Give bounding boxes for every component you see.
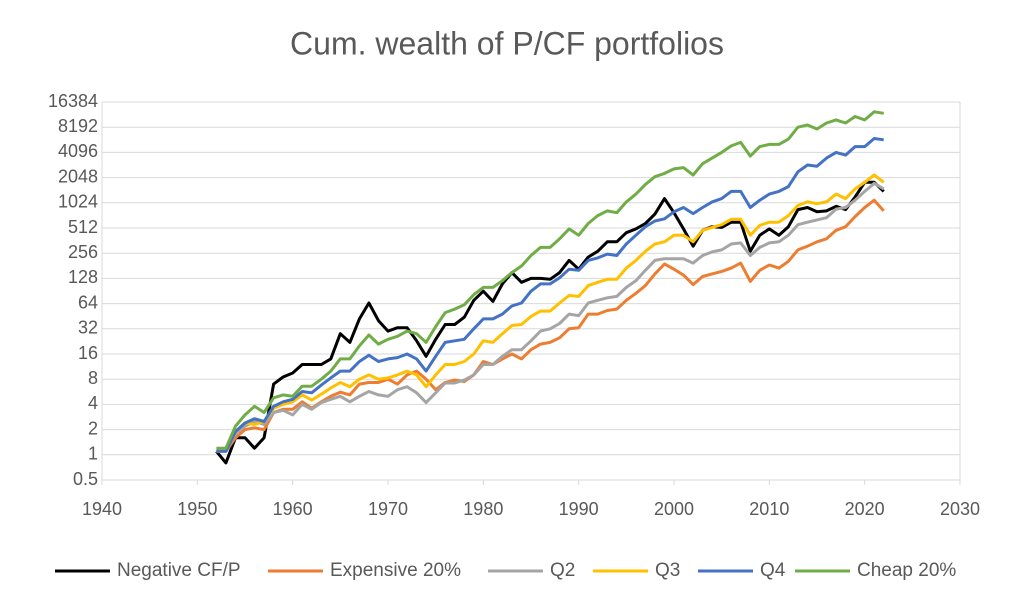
x-tick-label: 1950 bbox=[177, 499, 217, 519]
x-tick-label: 2000 bbox=[654, 499, 694, 519]
y-tick-label: 8192 bbox=[58, 116, 98, 136]
legend-label: Cheap 20% bbox=[857, 560, 956, 581]
series-line bbox=[216, 173, 885, 453]
series-line bbox=[215, 180, 885, 465]
y-tick-label: 32 bbox=[78, 318, 98, 338]
series-line bbox=[216, 110, 884, 450]
y-tick-label: 512 bbox=[68, 217, 98, 237]
x-tick-label: 1980 bbox=[463, 499, 503, 519]
legend-label: Negative CF/P bbox=[117, 560, 241, 581]
y-tick-label: 256 bbox=[68, 242, 98, 262]
legend-label: Expensive 20% bbox=[330, 560, 461, 581]
y-tick-label: 4 bbox=[88, 393, 98, 413]
y-tick-label: 64 bbox=[78, 292, 98, 312]
x-tick-label: 2020 bbox=[845, 499, 885, 519]
y-tick-label: 16384 bbox=[48, 91, 98, 111]
legend-label: Q2 bbox=[550, 560, 575, 581]
y-tick-label: 0.5 bbox=[73, 469, 98, 489]
y-tick-label: 4096 bbox=[58, 141, 98, 161]
y-tick-label: 2 bbox=[88, 418, 98, 438]
x-tick-label: 1960 bbox=[273, 499, 313, 519]
legend-label: Q3 bbox=[655, 560, 680, 581]
y-tick-label: 2048 bbox=[58, 166, 98, 186]
y-tick-label: 1 bbox=[88, 444, 98, 464]
series-line bbox=[216, 137, 884, 453]
y-tick-label: 1024 bbox=[58, 192, 98, 212]
series-line bbox=[216, 181, 885, 453]
x-tick-label: 1970 bbox=[368, 499, 408, 519]
x-tick-label: 2010 bbox=[749, 499, 789, 519]
x-tick-label: 2030 bbox=[940, 499, 980, 519]
x-tick-label: 1940 bbox=[82, 499, 122, 519]
y-tick-label: 16 bbox=[78, 343, 98, 363]
legend-label: Q4 bbox=[760, 560, 786, 581]
series-line bbox=[216, 198, 885, 453]
chart-title: Cum. wealth of P/CF portfolios bbox=[290, 25, 724, 61]
y-tick-label: 128 bbox=[68, 267, 98, 287]
x-tick-label: 1990 bbox=[559, 499, 599, 519]
y-tick-label: 8 bbox=[88, 368, 98, 388]
